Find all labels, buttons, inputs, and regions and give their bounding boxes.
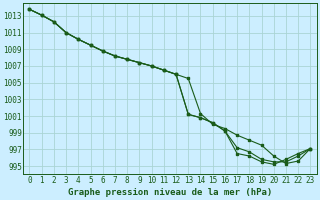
X-axis label: Graphe pression niveau de la mer (hPa): Graphe pression niveau de la mer (hPa) xyxy=(68,188,272,197)
